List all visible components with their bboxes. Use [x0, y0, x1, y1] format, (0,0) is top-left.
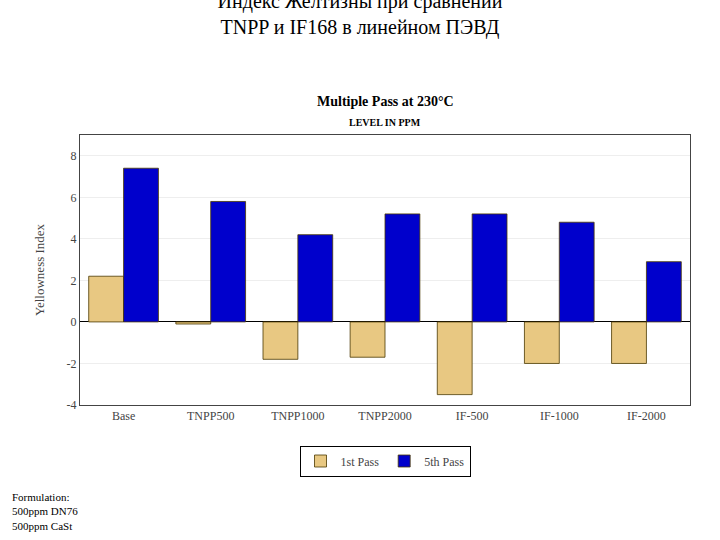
- svg-text:1st Pass: 1st Pass: [341, 455, 380, 469]
- svg-text:IF-2000: IF-2000: [627, 409, 666, 423]
- svg-text:Yellowness Index: Yellowness Index: [32, 223, 47, 316]
- svg-text:TNPP500: TNPP500: [187, 409, 234, 423]
- svg-text:8: 8: [71, 149, 77, 163]
- svg-text:-4: -4: [67, 398, 77, 412]
- svg-text:TNPP1000: TNPP1000: [271, 409, 324, 423]
- svg-text:TNPP2000: TNPP2000: [358, 409, 411, 423]
- svg-text:Multiple Pass at 230°C: Multiple Pass at 230°C: [317, 94, 454, 109]
- svg-text:-2: -2: [67, 357, 77, 371]
- svg-text:IF-500: IF-500: [456, 409, 489, 423]
- svg-text:5th Pass: 5th Pass: [424, 455, 464, 469]
- svg-text:IF-1000: IF-1000: [540, 409, 579, 423]
- svg-text:Base: Base: [112, 409, 135, 423]
- svg-text:Индекс Желтизны при сравненииT: Индекс Желтизны при сравненииTNPP и IF16…: [218, 0, 503, 39]
- svg-text:2: 2: [71, 274, 77, 288]
- svg-text:Formulation:500ppm DN76500ppm: Formulation:500ppm DN76500ppm CaSt: [12, 491, 78, 532]
- svg-text:4: 4: [71, 232, 77, 246]
- svg-text:LEVEL IN PPM: LEVEL IN PPM: [349, 117, 421, 128]
- svg-text:0: 0: [71, 315, 77, 329]
- svg-text:6: 6: [71, 191, 77, 205]
